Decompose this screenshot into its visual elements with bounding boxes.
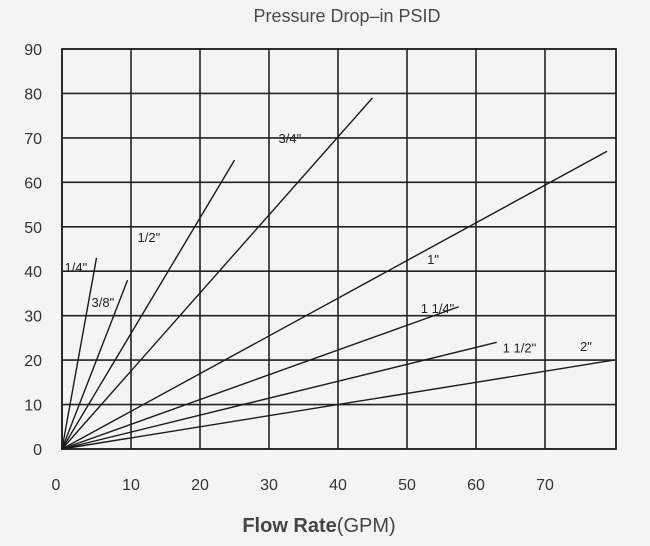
y-tick-label: 30 [24, 309, 42, 326]
x-axis-label: Flow Rate(GPM) [242, 515, 395, 537]
y-tick-label: 50 [24, 220, 42, 237]
series-line [61, 306, 459, 450]
x-tick-label: 70 [536, 477, 554, 494]
x-tick-label: 50 [398, 477, 416, 494]
series-line [61, 150, 608, 450]
y-tick-label: 90 [24, 42, 42, 59]
x-axis-ticks: 0 10 20 30 40 50 60 70 [52, 477, 554, 494]
series-line [61, 97, 374, 450]
series-lines [61, 97, 615, 450]
series-line [61, 341, 497, 450]
series-line [61, 359, 615, 450]
y-tick-label: 40 [24, 264, 42, 281]
series-label: 1/2" [138, 230, 161, 245]
y-tick-label: 60 [24, 175, 42, 192]
series-label: 1/4" [65, 260, 88, 275]
grid [61, 48, 617, 450]
series-label: 2" [580, 339, 592, 354]
x-tick-label: 30 [260, 477, 278, 494]
series-label: 3/8" [92, 295, 115, 310]
series-label: 1 1/4" [421, 301, 455, 316]
chart-title: Pressure Drop–in PSID [253, 6, 440, 26]
y-tick-label: 10 [24, 398, 42, 415]
series-line [61, 279, 129, 450]
x-tick-label: 0 [52, 477, 61, 494]
series-line [61, 257, 98, 450]
series-line [61, 159, 236, 450]
x-axis-title: Flow Rate [242, 515, 336, 537]
series-labels: 1/4" 3/8" 1/2" 3/4" 1" 1 1/4" 1 1/2" 2" [65, 131, 593, 355]
y-axis-ticks: 0 10 20 30 40 50 60 70 80 90 [24, 42, 42, 459]
series-label: 1" [427, 252, 439, 267]
x-tick-label: 10 [122, 477, 140, 494]
x-tick-label: 20 [191, 477, 209, 494]
y-tick-label: 80 [24, 86, 42, 103]
x-axis-unit: (GPM) [337, 515, 396, 537]
series-label: 3/4" [279, 131, 302, 146]
y-tick-label: 20 [24, 353, 42, 370]
y-tick-label: 70 [24, 131, 42, 148]
y-tick-label: 0 [33, 442, 42, 459]
x-tick-label: 40 [329, 477, 347, 494]
plot-frame [61, 48, 617, 450]
x-tick-label: 60 [467, 477, 485, 494]
series-label: 1 1/2" [503, 340, 537, 355]
